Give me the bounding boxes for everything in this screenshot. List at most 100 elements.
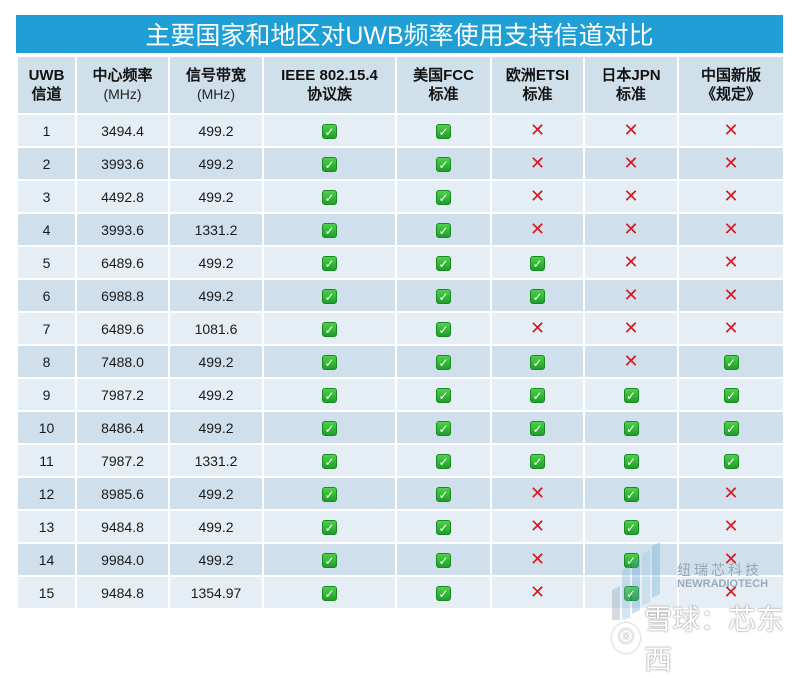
cell-center-frequency: 7488.0 [75,344,170,379]
cell-channel: 8 [16,344,77,379]
table-row: 1 3494.4 499.2 ✓ ✓ ✕ ✕ ✕ [16,113,785,148]
cell-channel: 12 [16,476,77,511]
check-icon: ✓ [436,387,451,403]
cell-center-frequency: 3993.6 [75,146,170,181]
cross-icon: ✕ [723,549,739,569]
cell-china: ✕ [677,113,785,148]
cell-bandwidth: 499.2 [168,377,264,412]
cell-center-frequency: 9984.0 [75,542,170,577]
cell-bandwidth: 1081.6 [168,311,264,346]
check-icon: ✓ [530,420,545,436]
cell-center-frequency: 3993.6 [75,212,170,247]
cell-fcc: ✓ [395,179,492,214]
cell-channel: 4 [16,212,77,247]
check-icon: ✓ [322,189,337,205]
cell-channel: 5 [16,245,77,280]
check-icon: ✓ [436,453,451,469]
cross-icon: ✕ [623,153,639,173]
cell-etsi: ✕ [490,575,585,610]
header-channel: UWB 信道 [16,55,77,115]
cell-ieee: ✓ [262,311,397,346]
cell-jpn: ✕ [583,278,679,313]
cell-center-frequency: 6489.6 [75,311,170,346]
cell-etsi: ✓ [490,245,585,280]
table-row: 7 6489.6 1081.6 ✓ ✓ ✕ ✕ ✕ [16,311,785,346]
check-icon: ✓ [322,222,337,238]
check-icon: ✓ [322,585,337,601]
cross-icon: ✕ [529,186,546,206]
table-row: 14 9984.0 499.2 ✓ ✓ ✕ ✓ ✕ [16,542,785,577]
cell-center-frequency: 6988.8 [75,278,170,313]
cell-fcc: ✓ [395,311,492,346]
cell-china: ✕ [677,509,785,544]
cell-china: ✓ [677,410,785,445]
check-icon: ✓ [530,255,545,271]
cell-channel: 9 [16,377,77,412]
cell-ieee: ✓ [262,146,397,181]
check-icon: ✓ [436,486,451,502]
cell-fcc: ✓ [395,113,492,148]
cell-etsi: ✓ [490,443,585,478]
cell-ieee: ✓ [262,575,397,610]
cell-china: ✕ [677,212,785,247]
cross-icon: ✕ [623,219,639,239]
cell-bandwidth: 499.2 [168,113,264,148]
cell-bandwidth: 1354.97 [168,575,264,610]
cell-bandwidth: 499.2 [168,509,264,544]
cell-jpn: ✕ [583,245,679,280]
check-icon: ✓ [322,552,337,568]
header-fcc: 美国FCC 标准 [395,55,492,115]
table-row: 2 3993.6 499.2 ✓ ✓ ✕ ✕ ✕ [16,146,785,181]
cross-icon: ✕ [529,516,546,536]
cell-fcc: ✓ [395,410,492,445]
cell-etsi: ✕ [490,509,585,544]
watermark-platform: 雪球：芯东西 [644,604,785,675]
cell-fcc: ✓ [395,245,492,280]
check-icon: ✓ [530,387,545,403]
table-title: 主要国家和地区对UWB频率使用支持信道对比 [16,15,783,55]
check-icon: ✓ [436,255,451,271]
cell-china: ✕ [677,476,785,511]
cell-fcc: ✓ [395,509,492,544]
table-row: 6 6988.8 499.2 ✓ ✓ ✓ ✕ ✕ [16,278,785,313]
cell-fcc: ✓ [395,377,492,412]
cell-jpn: ✓ [583,443,679,478]
cell-ieee: ✓ [262,113,397,148]
cell-channel: 3 [16,179,77,214]
header-center-frequency: 中心频率 (MHz) [75,55,170,115]
check-icon: ✓ [436,420,451,436]
check-icon: ✓ [723,453,739,469]
xueqiu-logo-icon: ⓧ [612,623,641,653]
cell-etsi: ✕ [490,113,585,148]
check-icon: ✓ [436,552,451,568]
cell-jpn: ✕ [583,146,679,181]
cell-china: ✕ [677,542,785,577]
watermark-company-cn: 纽瑞芯科技 [677,562,762,578]
check-icon: ✓ [322,486,337,502]
cell-bandwidth: 499.2 [168,179,264,214]
cell-center-frequency: 3494.4 [75,113,170,148]
check-icon: ✓ [723,387,739,403]
cross-icon: ✕ [723,153,739,173]
header-jpn: 日本JPN 标准 [583,55,679,115]
cell-ieee: ✓ [262,278,397,313]
cell-channel: 6 [16,278,77,313]
cell-jpn: ✕ [583,344,679,379]
cell-channel: 11 [16,443,77,478]
check-icon: ✓ [436,519,451,535]
uwb-channel-table: UWB 信道 中心频率 (MHz) 信号带宽 (MHz) IEEE 802.15.4 协… [16,55,785,610]
header-ieee: IEEE 802.15.4 协议族 [262,55,397,115]
table-body: 1 3494.4 499.2 ✓ ✓ ✕ ✕ ✕ 2 3993.6 499.2 ✓ ✓ ✕ ✕ ✕ 3 4492.… [16,113,785,610]
check-icon: ✓ [436,354,451,370]
cross-icon: ✕ [723,252,739,272]
check-icon: ✓ [322,420,337,436]
cell-center-frequency: 7987.2 [75,443,170,478]
cell-ieee: ✓ [262,410,397,445]
check-icon: ✓ [322,354,337,370]
cross-icon: ✕ [623,186,639,206]
cell-jpn: ✕ [583,212,679,247]
check-icon: ✓ [436,288,451,304]
header-row: UWB 信道 中心频率 (MHz) 信号带宽 (MHz) IEEE 802.15.4 协… [16,55,785,115]
cross-icon: ✕ [529,582,546,602]
check-icon: ✓ [723,354,739,370]
